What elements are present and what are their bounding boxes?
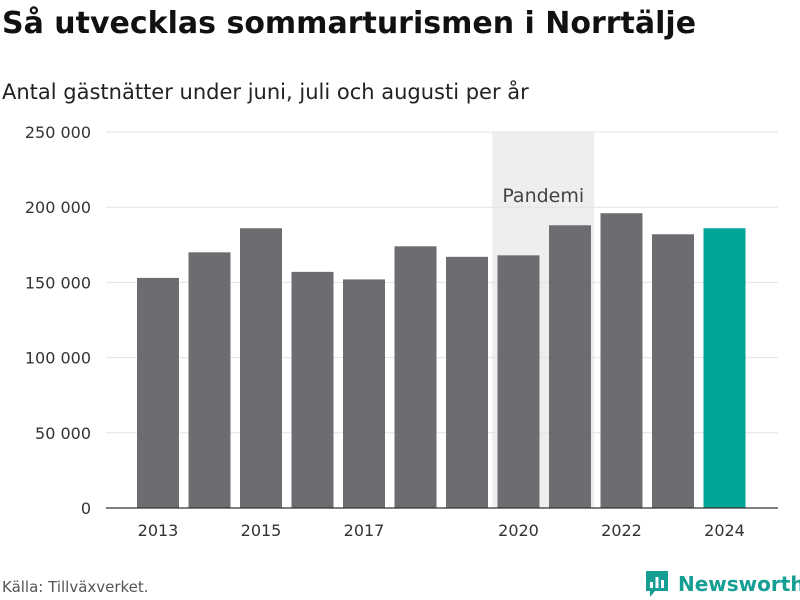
label-layer: Pandemi 0 50 000 100 000 150 000 200 000 250 0… <box>25 123 745 540</box>
logo-text: Newsworthy <box>678 572 800 596</box>
bar-2015 <box>240 228 282 509</box>
chart-title: Så utvecklas sommarturismen i Norrtälje <box>2 6 697 41</box>
bar-2020 <box>497 255 540 508</box>
bar-2018 <box>394 246 437 508</box>
bar-2013 <box>137 277 179 508</box>
x-tick-label: 2020 <box>498 521 539 540</box>
chart-subtitle: Antal gästnätter under juni, juli och au… <box>2 80 529 104</box>
x-tick-label: 2022 <box>601 521 642 540</box>
bar-2023 <box>652 234 694 508</box>
x-tick-label: 2017 <box>344 521 385 540</box>
y-tick-label: 100 000 <box>25 349 91 368</box>
y-tick-label: 0 <box>81 499 91 518</box>
bar-2014 <box>188 252 231 508</box>
y-tick-label: 200 000 <box>25 198 91 217</box>
source-note: Källa: Tillväxverket. <box>2 578 149 596</box>
bar-2021 <box>549 225 591 509</box>
x-tick-label: 2015 <box>241 521 282 540</box>
x-tick-label: 2024 <box>704 521 745 540</box>
pandemic-label: Pandemi <box>502 185 584 207</box>
y-tick-label: 50 000 <box>35 424 91 443</box>
y-tick-label: 250 000 <box>25 123 91 142</box>
bar-2024 <box>703 228 746 509</box>
bar-2022 <box>600 213 643 508</box>
y-tick-label: 150 000 <box>25 273 91 292</box>
bar-2019 <box>446 256 488 508</box>
bar-2017 <box>343 279 385 508</box>
newsworthy-logo[interactable]: Newsworthy <box>644 570 800 598</box>
bar-chart: Pandemi 0 50 000 100 000 150 000 200 000 250 0… <box>25 123 778 540</box>
bar-chart-logo-icon <box>646 571 668 597</box>
x-tick-label: 2013 <box>138 521 179 540</box>
bar-2016 <box>291 271 334 508</box>
bar-layer <box>137 213 746 509</box>
